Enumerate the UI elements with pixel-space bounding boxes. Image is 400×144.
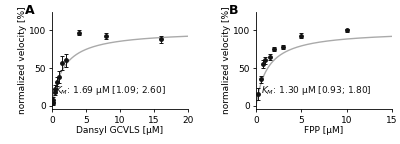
Y-axis label: normalized velocity [%]: normalized velocity [%] [222, 7, 231, 114]
Text: $K_M$: 1.69 μM [1.09; 2.60]: $K_M$: 1.69 μM [1.09; 2.60] [55, 84, 166, 97]
Text: B: B [229, 4, 238, 17]
X-axis label: Dansyl GCVLS [μM]: Dansyl GCVLS [μM] [76, 126, 164, 135]
Text: A: A [25, 4, 34, 17]
Text: $K_M$: 1.30 μM [0.93; 1.80]: $K_M$: 1.30 μM [0.93; 1.80] [260, 84, 371, 97]
Y-axis label: normalized velocity [%]: normalized velocity [%] [18, 7, 27, 114]
X-axis label: FPP [μM]: FPP [μM] [304, 126, 344, 135]
